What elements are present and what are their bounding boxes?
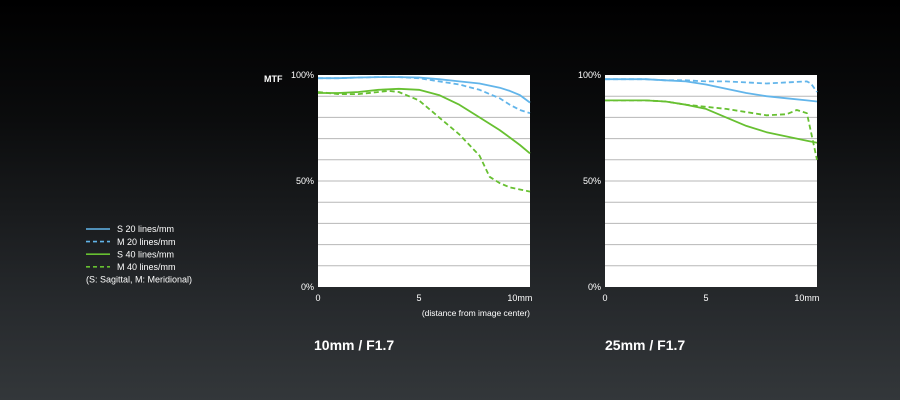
chart-caption: 10mm / F1.7: [314, 337, 394, 353]
y-tick-label: 0%: [588, 282, 601, 292]
series-line-m-20-lines-mm: [318, 76, 531, 115]
x-tick-label: 5: [416, 293, 421, 303]
x-tick-label: 0: [602, 293, 607, 303]
series-line-m-40-lines-mm: [605, 99, 818, 160]
x-axis-label: (distance from image center): [422, 308, 530, 318]
legend-item-label: S 40 lines/mm: [117, 249, 174, 259]
y-tick-label: 100%: [578, 70, 601, 80]
series-line-s-40-lines-mm: [318, 87, 531, 155]
series-line-m-20-lines-mm: [605, 78, 818, 93]
series-line-m-40-lines-mm: [317, 90, 531, 193]
y-tick-label: 0%: [301, 282, 314, 292]
chart-0-ylabel: MTF: [264, 74, 283, 84]
legend-item-label: S 20 lines/mm: [117, 224, 174, 234]
x-tick-label: 0: [315, 293, 320, 303]
legend-item-label: M 20 lines/mm: [117, 237, 176, 247]
mtf-chart-25mm: 0% 50% 100% 0 5 10mm 25mm / F1.7: [578, 70, 819, 353]
y-tick-label: 50%: [296, 176, 314, 186]
y-tick-label: 100%: [291, 70, 314, 80]
series-line-s-40-lines-mm: [605, 99, 818, 144]
x-tick-label: 5: [703, 293, 708, 303]
x-tick-label: 10mm: [794, 293, 819, 303]
series-line-s-20-lines-mm: [605, 78, 818, 103]
x-tick-label: 10mm: [507, 293, 532, 303]
legend-item-label: M 40 lines/mm: [117, 262, 176, 272]
y-tick-label: 50%: [583, 176, 601, 186]
legend: S 20 lines/mm M 20 lines/mm S 40 lines/mm M…: [86, 224, 192, 285]
chart-caption: 25mm / F1.7: [605, 337, 685, 353]
legend-note: (S: Sagittal, M: Meridional): [86, 275, 192, 285]
mtf-chart-10mm: MTF 0% 50% 100% 0 5 10mm (distance from image …: [264, 70, 532, 353]
